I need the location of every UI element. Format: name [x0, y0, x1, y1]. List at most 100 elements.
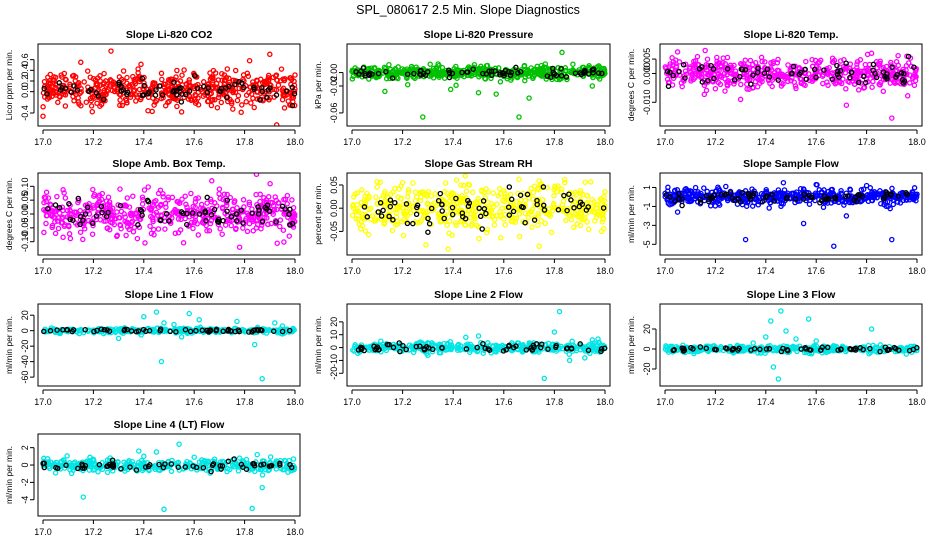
y-tick-label: -60 [20, 371, 30, 384]
data-point [239, 102, 245, 108]
data-point [670, 72, 676, 79]
data-point [497, 235, 504, 241]
data-point [667, 69, 673, 76]
data-point [692, 58, 699, 64]
data-point [689, 71, 696, 77]
data-point [437, 190, 444, 197]
data-point [838, 187, 844, 194]
data-point [381, 221, 387, 227]
data-point [497, 79, 504, 85]
y-axis: -0.40.00.20.40.6 [20, 53, 35, 121]
data-point [551, 193, 557, 199]
data-point [584, 193, 590, 199]
data-point [153, 209, 160, 216]
y-tick-label: -0.06 [329, 103, 339, 124]
data-point [136, 78, 143, 85]
data-point [689, 189, 695, 195]
data-point [78, 102, 84, 109]
data-point [267, 180, 273, 187]
data-point [427, 61, 433, 67]
data-point [676, 190, 682, 197]
data-point [262, 214, 268, 221]
y-tick-label: -20 [20, 340, 30, 353]
data-point-outlier [526, 95, 532, 101]
data-point [66, 201, 72, 207]
data-point [241, 204, 247, 210]
y-tick-label: 0 [329, 345, 339, 350]
data-point [357, 225, 364, 232]
data-point [750, 84, 757, 91]
data-point [723, 191, 729, 197]
data-point [130, 73, 136, 80]
data-point [880, 196, 887, 202]
data-point [428, 205, 435, 212]
data-point [193, 98, 200, 105]
data-point [182, 326, 189, 333]
points-group [349, 173, 608, 252]
data-point [101, 327, 108, 333]
data-point [240, 220, 246, 226]
data-point [204, 327, 210, 334]
data-point [912, 77, 919, 84]
data-point [759, 199, 766, 205]
chart-title: Slope Li-820 Temp. [744, 29, 839, 41]
data-point-outlier [475, 333, 482, 339]
data-point [595, 336, 601, 342]
data-point [718, 194, 724, 201]
data-point [712, 85, 719, 92]
data-point [729, 195, 736, 201]
x-tick-label: 17.2 [707, 266, 725, 276]
data-point [117, 215, 123, 221]
data-point [829, 59, 836, 65]
data-point [50, 89, 56, 96]
data-point [380, 207, 386, 214]
data-point [796, 71, 803, 78]
y-tick-label: 0.10 [20, 178, 30, 196]
data-point [151, 232, 157, 238]
data-point [248, 100, 254, 106]
data-point [470, 66, 476, 72]
data-point-outlier [445, 246, 451, 252]
data-point [142, 240, 148, 246]
x-tick-label: 18.0 [596, 397, 614, 407]
data-point [215, 94, 222, 101]
data-point [843, 86, 849, 92]
data-point [522, 197, 529, 204]
data-point [45, 208, 51, 215]
x-tick-label: 17.8 [858, 266, 876, 276]
data-point [816, 59, 823, 66]
data-point [724, 66, 731, 72]
x-tick-label: 17.0 [656, 266, 674, 276]
data-point [232, 67, 239, 74]
data-point [563, 217, 569, 224]
x-tick-label: 17.2 [85, 137, 103, 147]
data-point [77, 229, 84, 235]
data-point [56, 210, 63, 216]
data-point [599, 70, 605, 77]
data-point [236, 79, 242, 85]
data-point [129, 91, 136, 97]
data-point [585, 347, 592, 354]
data-point [257, 326, 264, 333]
data-point [722, 76, 728, 82]
data-point-outlier [516, 176, 522, 183]
data-point [426, 220, 433, 227]
data-point [208, 211, 215, 218]
data-point [803, 58, 809, 65]
data-point [584, 219, 590, 225]
data-point [508, 69, 515, 76]
data-point [67, 211, 73, 217]
data-point [577, 213, 583, 220]
x-axis: 17.0 17.2 17.4 17.6 17.8 18.0 [656, 129, 926, 147]
data-point [205, 98, 212, 105]
chart-panel: Slope Li-820 Temp. 17.0 17.2 17.4 17.6 17.8 18… [626, 29, 926, 147]
data-point [453, 177, 460, 183]
data-point [577, 188, 584, 194]
data-point-outlier [161, 320, 167, 326]
data-point [180, 210, 186, 217]
data-point [390, 189, 396, 195]
y-tick-label: -3 [642, 221, 652, 229]
data-point [364, 214, 371, 220]
